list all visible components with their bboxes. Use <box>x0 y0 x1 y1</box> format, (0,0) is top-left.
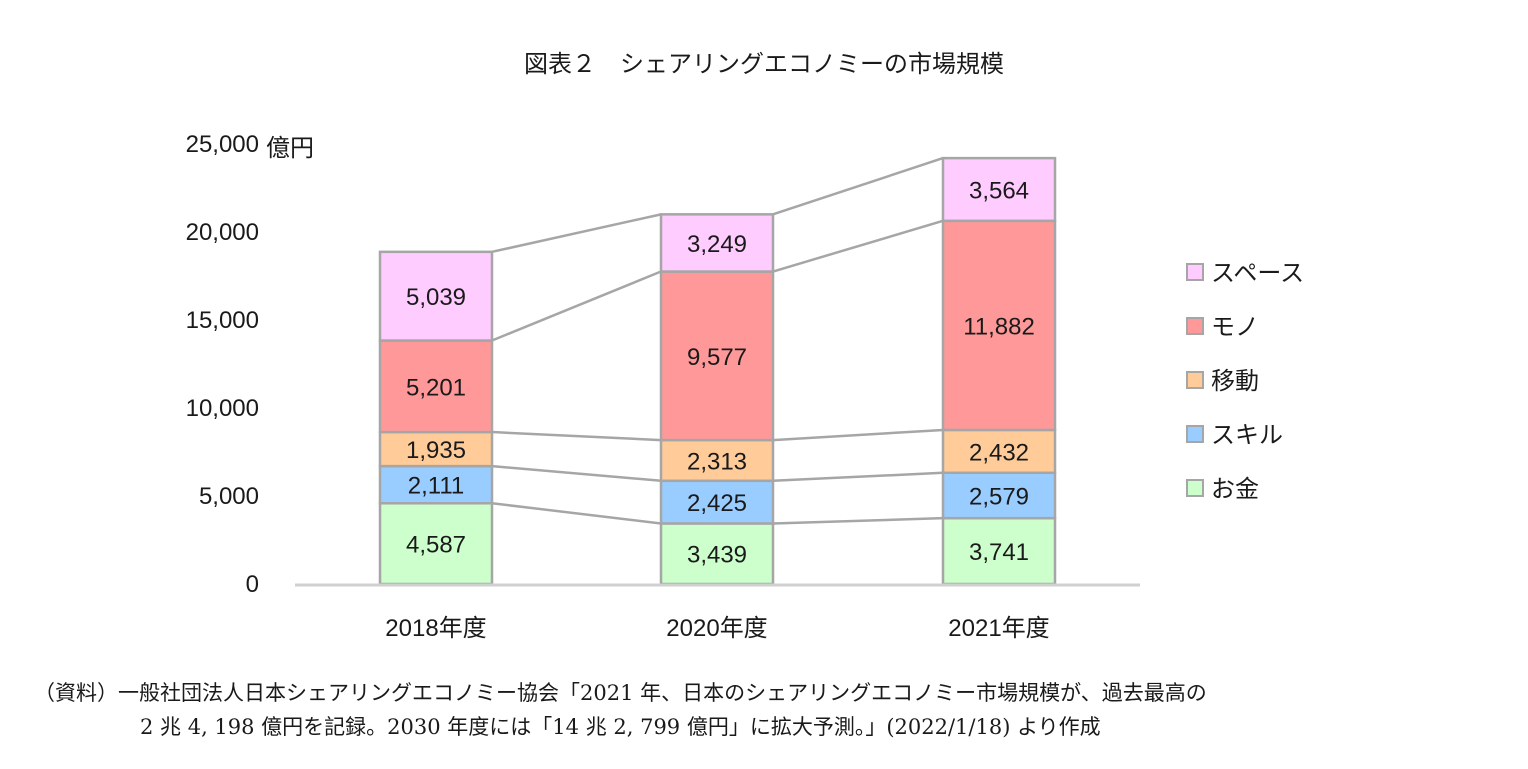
data-label: 9,577 <box>687 344 747 371</box>
bar-segment <box>941 219 1057 432</box>
series-connector-line <box>772 156 944 216</box>
bar-segment <box>378 430 494 468</box>
x-category-label: 2018年度 <box>385 615 486 642</box>
bar-segment <box>941 428 1057 475</box>
data-label: 3,439 <box>687 542 747 569</box>
legend-swatch <box>1186 425 1204 443</box>
bar-segment <box>659 270 775 442</box>
source-line-1: （資料）一般社団法人日本シェアリングエコノミー協会「2021 年、日本のシェアリ… <box>34 681 1207 705</box>
series-connector-line <box>772 516 944 525</box>
data-label: 3,564 <box>969 177 1029 204</box>
data-label: 2,425 <box>687 490 747 517</box>
series-connector-line <box>491 502 662 525</box>
y-tick-label: 15,000 <box>186 307 259 334</box>
bar-segment <box>941 471 1057 520</box>
data-label: 5,039 <box>406 284 466 311</box>
series-connector-line <box>491 270 662 342</box>
data-label: 5,201 <box>406 374 466 401</box>
y-unit-label: 億円 <box>266 134 314 162</box>
y-tick-label: 5,000 <box>199 483 259 510</box>
y-tick-label: 20,000 <box>186 219 259 246</box>
legend-label: スペース <box>1211 259 1304 287</box>
data-label: 4,587 <box>406 532 466 559</box>
data-label: 2,313 <box>687 448 747 475</box>
legend-label: モノ <box>1211 313 1259 341</box>
series-connector-line <box>772 471 944 483</box>
source-line-2: 2 兆 4, 198 億円を記録。2030 年度には「14 兆 2, 799 億… <box>140 715 1101 739</box>
y-tick-label: 25,000 <box>186 131 259 158</box>
stacked-bar-chart: 0 5,000 10,000 15,000 20,000 25,000 億円 4,587 2,1… <box>186 131 1305 642</box>
legend-label: 移動 <box>1211 367 1259 395</box>
data-label: 2,111 <box>408 473 465 500</box>
data-label: 3,741 <box>969 539 1029 566</box>
legend-swatch <box>1186 317 1204 335</box>
data-label: 2,432 <box>969 439 1029 466</box>
legend-swatch <box>1186 263 1204 281</box>
bar-segment <box>659 479 775 525</box>
legend-label: スキル <box>1211 421 1283 449</box>
legend-swatch <box>1186 479 1204 497</box>
bar-segment <box>378 250 494 342</box>
data-label: 1,935 <box>406 437 466 464</box>
series-connector-line <box>772 428 944 442</box>
series-connector-line <box>772 219 944 273</box>
chart-title: 図表２ シェアリングエコノミーの市場規模 <box>524 50 1004 78</box>
bar-segment <box>659 213 775 273</box>
x-category-label: 2020年度 <box>666 615 767 642</box>
legend-swatch <box>1186 371 1204 389</box>
legend-label: お金 <box>1211 475 1259 503</box>
x-category-label: 2021年度 <box>948 615 1049 642</box>
y-tick-label: 0 <box>246 571 259 598</box>
data-label: 3,249 <box>687 231 747 258</box>
bar-segment <box>378 339 494 434</box>
series-connector-line <box>491 430 662 442</box>
data-label: 11,882 <box>963 313 1035 340</box>
y-tick-label: 10,000 <box>186 395 259 422</box>
bar-segment <box>941 156 1057 223</box>
series-connector-line <box>491 213 662 254</box>
bar-segment <box>378 502 494 586</box>
data-label: 2,579 <box>969 483 1029 510</box>
series-connector-line <box>491 464 662 483</box>
source-note: （資料）一般社団法人日本シェアリングエコノミー協会「2021 年、日本のシェアリ… <box>34 676 1514 744</box>
